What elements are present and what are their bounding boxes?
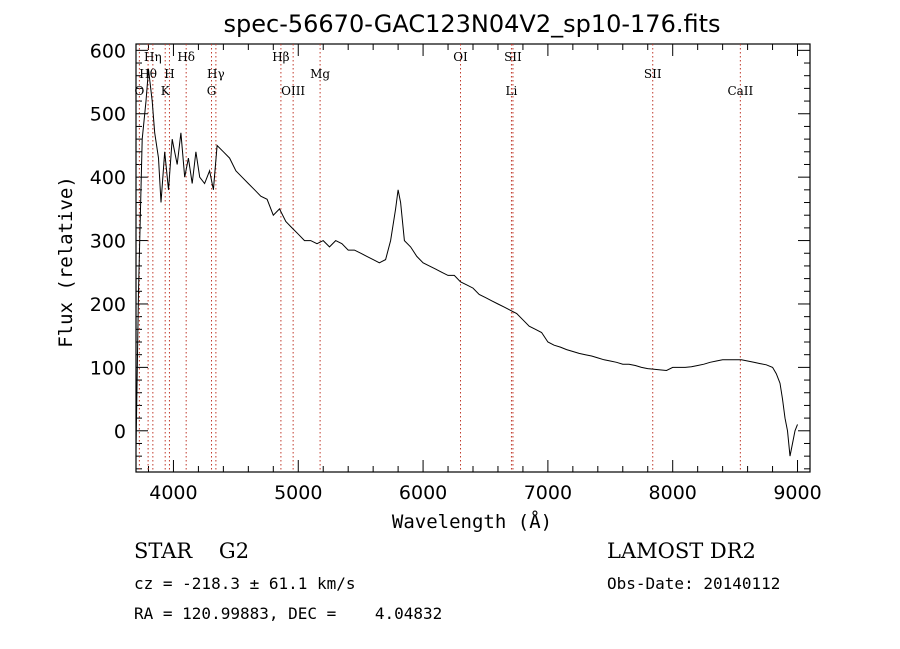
- spectral-line-label: Hη: [144, 50, 162, 64]
- y-tick-label: 300: [90, 231, 126, 253]
- y-tick-label: 400: [90, 167, 126, 189]
- spectral-line-label: Hγ: [207, 67, 225, 81]
- spectral-line-label: Hδ: [177, 50, 195, 64]
- x-tick-label: 9000: [773, 482, 821, 504]
- y-tick-label: 600: [90, 40, 126, 62]
- x-tick-label: 8000: [649, 482, 697, 504]
- x-tick-label: 6000: [399, 482, 447, 504]
- y-tick-label: 0: [114, 421, 126, 443]
- spectral-line-label: Mg: [310, 67, 330, 81]
- object-class: STAR G2: [134, 539, 250, 563]
- spectral-line-label: Li: [506, 84, 518, 98]
- spectral-line-label: SII: [504, 50, 522, 64]
- chart-title: spec-56670-GAC123N04V2_sp10-176.fits: [224, 10, 721, 38]
- spectral-line-label: OI: [453, 50, 468, 64]
- x-tick-label: 5000: [274, 482, 322, 504]
- spectral-line-label: O: [134, 84, 144, 98]
- spectrum-series-line: [135, 69, 798, 457]
- spectral-line-markers: [138, 44, 741, 472]
- y-tick-label: 500: [90, 104, 126, 126]
- survey-release: LAMOST DR2: [607, 539, 756, 563]
- spectral-line-label: CaII: [727, 84, 753, 98]
- y-tick-labels: 0 100 200 300 400 500 600: [90, 40, 126, 442]
- spectral-line-label: G: [207, 84, 217, 98]
- redshift-velocity: cz = -218.3 ± 61.1 km/s: [134, 574, 356, 593]
- spectral-line-label: Hβ: [272, 50, 289, 64]
- spectral-line-label: OIII: [281, 84, 305, 98]
- y-tick-label: 200: [90, 294, 126, 316]
- axis-ticks: [136, 44, 810, 472]
- spectral-line-label: SII: [644, 67, 662, 81]
- y-tick-label: 100: [90, 357, 126, 379]
- observation-date: Obs-Date: 20140112: [607, 574, 781, 593]
- x-tick-label: 7000: [524, 482, 572, 504]
- spectral-line-label: H: [164, 67, 174, 81]
- x-axis-title: Wavelength (Å): [392, 510, 552, 533]
- x-tick-label: 4000: [149, 482, 197, 504]
- plot-frame: [135, 43, 811, 473]
- y-axis-title: Flux (relative): [55, 176, 77, 348]
- spectral-line-label: K: [161, 84, 171, 98]
- x-tick-labels: 4000 5000 6000 7000 8000 9000: [149, 482, 821, 504]
- coordinates: RA = 120.99883, DEC = 4.04832: [134, 604, 443, 623]
